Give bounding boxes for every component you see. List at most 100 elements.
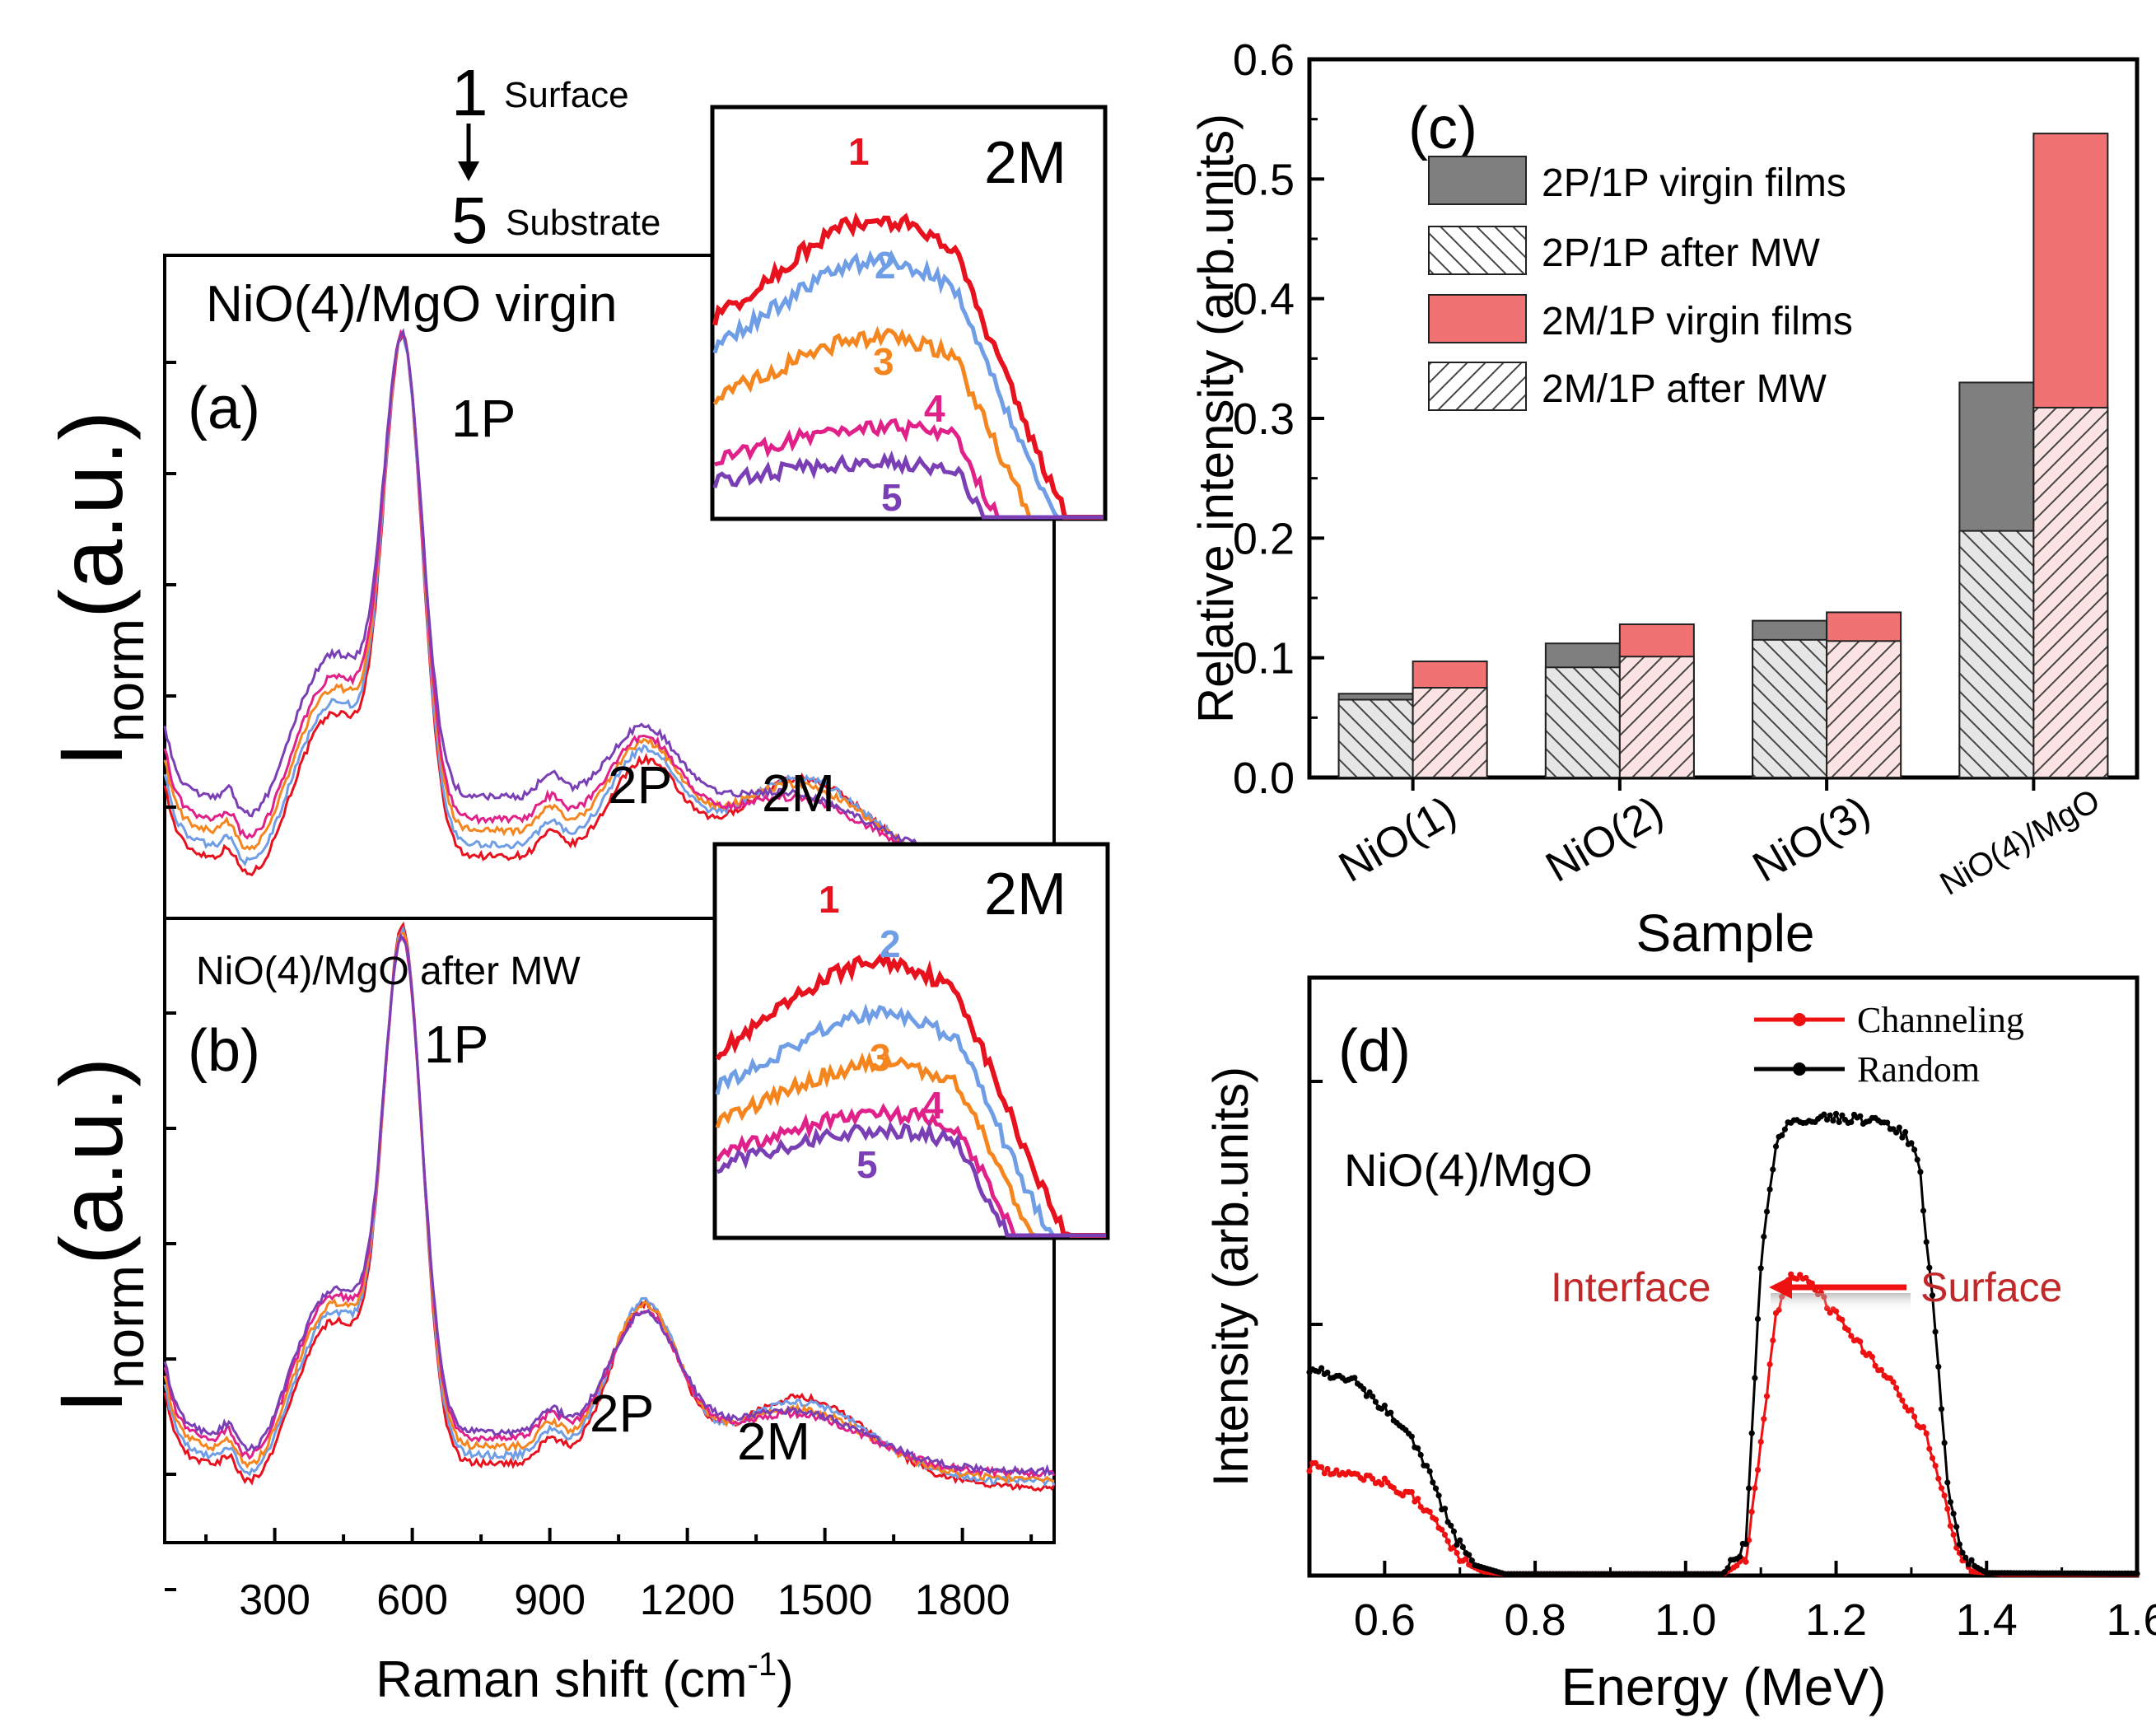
panel-b: 300 600 900 1200 1500 1800 NiO(4)/MgO after M…	[41, 842, 1110, 1708]
d-xtick-label: 1.4	[1956, 1595, 2018, 1645]
c-category-label: NiO(2)	[1538, 787, 1672, 892]
panel-b-inset-frame	[712, 842, 1110, 1240]
bar-2p-1p-after-mw-1	[1544, 666, 1621, 778]
inset-label-4: 4	[922, 1084, 944, 1127]
c-legend-swatch-0	[1428, 156, 1527, 205]
panel-b-inset-labels: 12 34 5	[819, 878, 944, 1186]
panel-b-peak-1p: 1P	[424, 1015, 488, 1074]
panel-a-ylabel: Inorm(a.u.)	[41, 411, 155, 767]
panel-c-ylabel: Relative intensity (arb.units)	[1188, 114, 1244, 723]
panel-a-inset-title: 2M	[984, 130, 1066, 196]
panel-b-peak-2m: 2M	[737, 1412, 810, 1471]
inset-label-1: 1	[819, 878, 840, 921]
inset-label-4: 4	[924, 387, 945, 430]
panel-a-inset-spectra	[712, 212, 1104, 520]
panel-b-xlabel: Raman shift (cm-1)	[376, 1646, 794, 1708]
c-ytick-label: 0.0	[1233, 754, 1295, 803]
panel-b-label: (b)	[188, 1018, 260, 1084]
b-xtick-label: 900	[514, 1576, 586, 1624]
inset-b-trace-1	[715, 950, 1106, 1238]
panel-b-peak-2p: 2P	[590, 1384, 654, 1443]
panel-c-label: (c)	[1408, 96, 1477, 161]
spectrum-a-5	[163, 328, 1056, 863]
panel-d-legend: Channeling Random	[1754, 1000, 2024, 1090]
inset-label-5: 5	[881, 476, 903, 519]
panel-a-inset: 2M 1 2 34 5	[710, 105, 1108, 521]
inset-label-1: 1	[848, 130, 870, 173]
inset-a-trace-2	[712, 249, 1104, 520]
d-legend-marker-0	[1793, 1013, 1806, 1026]
panel-d-xlabel: Energy (MeV)	[1561, 1657, 1887, 1716]
panel-b-inset-spectra	[715, 950, 1106, 1238]
panel-a-peak-1p: 1P	[451, 389, 516, 448]
c-ytick-label: 0.5	[1233, 155, 1295, 204]
panel-a-peak-2p: 2P	[608, 755, 672, 815]
d-legend-label-0: Channeling	[1857, 1000, 2024, 1040]
panel-c-xlabel: Sample	[1636, 904, 1815, 963]
inset-a-trace-1	[712, 212, 1104, 520]
d-line-random	[1308, 1110, 2137, 1576]
panel-d-title: NiO(4)/MgO	[1344, 1144, 1593, 1196]
panel-d-annotation-left: Interface	[1551, 1264, 1711, 1310]
panel-b-xlabel-main: Raman shift (cm	[376, 1651, 747, 1708]
b-xtick-label: 1500	[777, 1576, 873, 1624]
c-legend-swatch-1	[1428, 226, 1527, 275]
inset-b-trace-2	[715, 1003, 1106, 1238]
bar-2m-1p-after-mw-0	[1412, 687, 1488, 778]
depth-top-label: Surface	[504, 75, 629, 115]
b-xtick-label: 300	[239, 1576, 310, 1624]
c-legend-swatch-3	[1428, 362, 1527, 411]
panel-b-ylabel-main: I	[41, 1389, 141, 1413]
b-xtick-label: 1200	[640, 1576, 735, 1624]
panel-b-inset: 2M 12 34 5	[712, 842, 1110, 1240]
panel-a-inset-labels: 1 2 34 5	[848, 130, 945, 519]
bar-2p-1p-after-mw-2	[1752, 638, 1828, 778]
inset-label-3: 3	[873, 340, 894, 383]
d-legend-marker-1	[1793, 1062, 1806, 1076]
d-xtick-label: 1.0	[1654, 1595, 1716, 1645]
c-category-label: NiO(1)	[1331, 787, 1464, 892]
panel-c: NiO(1) NiO(2) NiO(3) NiO(4)/MgO 0.0 0.1 0.2 0.3…	[1188, 35, 2140, 963]
panel-d-annotation: Interface Surface	[1551, 1264, 2062, 1311]
d-xtick-label: 1.2	[1805, 1595, 1867, 1645]
panel-b-title: NiO(4)/MgO after MW	[196, 950, 581, 993]
c-ytick-label: 0.1	[1233, 634, 1295, 684]
panel-a-ylabel-unit: (a.u.)	[41, 411, 141, 619]
b-xtick-label: 1800	[915, 1576, 1010, 1624]
panel-b-xlabel-end: )	[777, 1651, 794, 1708]
c-legend-label-2: 2M/1P virgin films	[1542, 300, 1853, 343]
panel-b-xlabel-sup: -1	[748, 1646, 777, 1683]
panel-d-label: (d)	[1338, 1018, 1411, 1084]
panel-a-ylabel-sub: norm	[94, 619, 155, 742]
panel-a-peak-2m: 2M	[762, 763, 835, 823]
bar-2m-1p-after-mw-3	[2032, 406, 2109, 778]
c-ytick-label: 0.4	[1233, 275, 1295, 325]
c-ytick-label: 0.6	[1233, 35, 1295, 85]
bar-2m-1p-after-mw-1	[1618, 656, 1695, 778]
c-ytick-label: 0.2	[1233, 514, 1295, 563]
depth-bottom-label: Substrate	[506, 203, 660, 243]
c-category-label: NiO(4)/MgO	[1934, 782, 2107, 903]
panel-b-inset-title: 2M	[984, 862, 1066, 927]
depth-arrow-head	[458, 161, 479, 181]
panel-a-title: NiO(4)/MgO virgin	[206, 276, 618, 333]
depth-legend: 1 Surface 5 Substrate	[451, 56, 660, 257]
c-ytick-label: 0.3	[1233, 395, 1295, 444]
spectrum-b-5	[163, 932, 1055, 1478]
bar-2p-1p-after-mw-0	[1337, 698, 1414, 778]
bar-2p-1p-after-mw-3	[1958, 530, 2035, 778]
panel-b-ylabel: Inorm(a.u.)	[41, 1058, 155, 1413]
svg-text:Inorm(a.u.): Inorm(a.u.)	[41, 1058, 155, 1413]
depth-top-number: 1	[451, 56, 488, 129]
panel-b-ylabel-sub: norm	[94, 1265, 155, 1389]
c-legend-swatch-2	[1428, 294, 1527, 343]
c-category-label: NiO(3)	[1745, 787, 1878, 892]
inset-label-2: 2	[880, 922, 901, 965]
inset-b-trace-5	[716, 1121, 1106, 1238]
panel-d: 0.6 0.8 1.0 1.2 1.4 1.6 (d) NiO(4)/MgO Channe…	[1203, 975, 2156, 1716]
panel-b-ticks: 300 600 900 1200 1500 1800	[165, 1011, 1034, 1624]
d-xtick-label: 0.6	[1354, 1595, 1416, 1645]
c-legend-label-1: 2P/1P after MW	[1542, 231, 1821, 275]
b-xtick-label: 600	[376, 1576, 448, 1624]
d-line-channeling	[1308, 1272, 2137, 1576]
